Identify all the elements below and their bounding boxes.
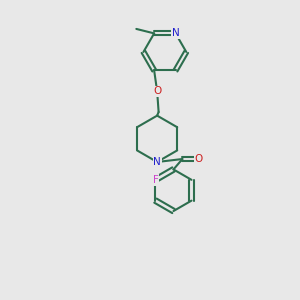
- Text: F: F: [152, 175, 158, 185]
- Text: N: N: [172, 28, 179, 38]
- Text: O: O: [195, 154, 203, 164]
- Text: N: N: [153, 157, 161, 167]
- Text: O: O: [153, 86, 161, 96]
